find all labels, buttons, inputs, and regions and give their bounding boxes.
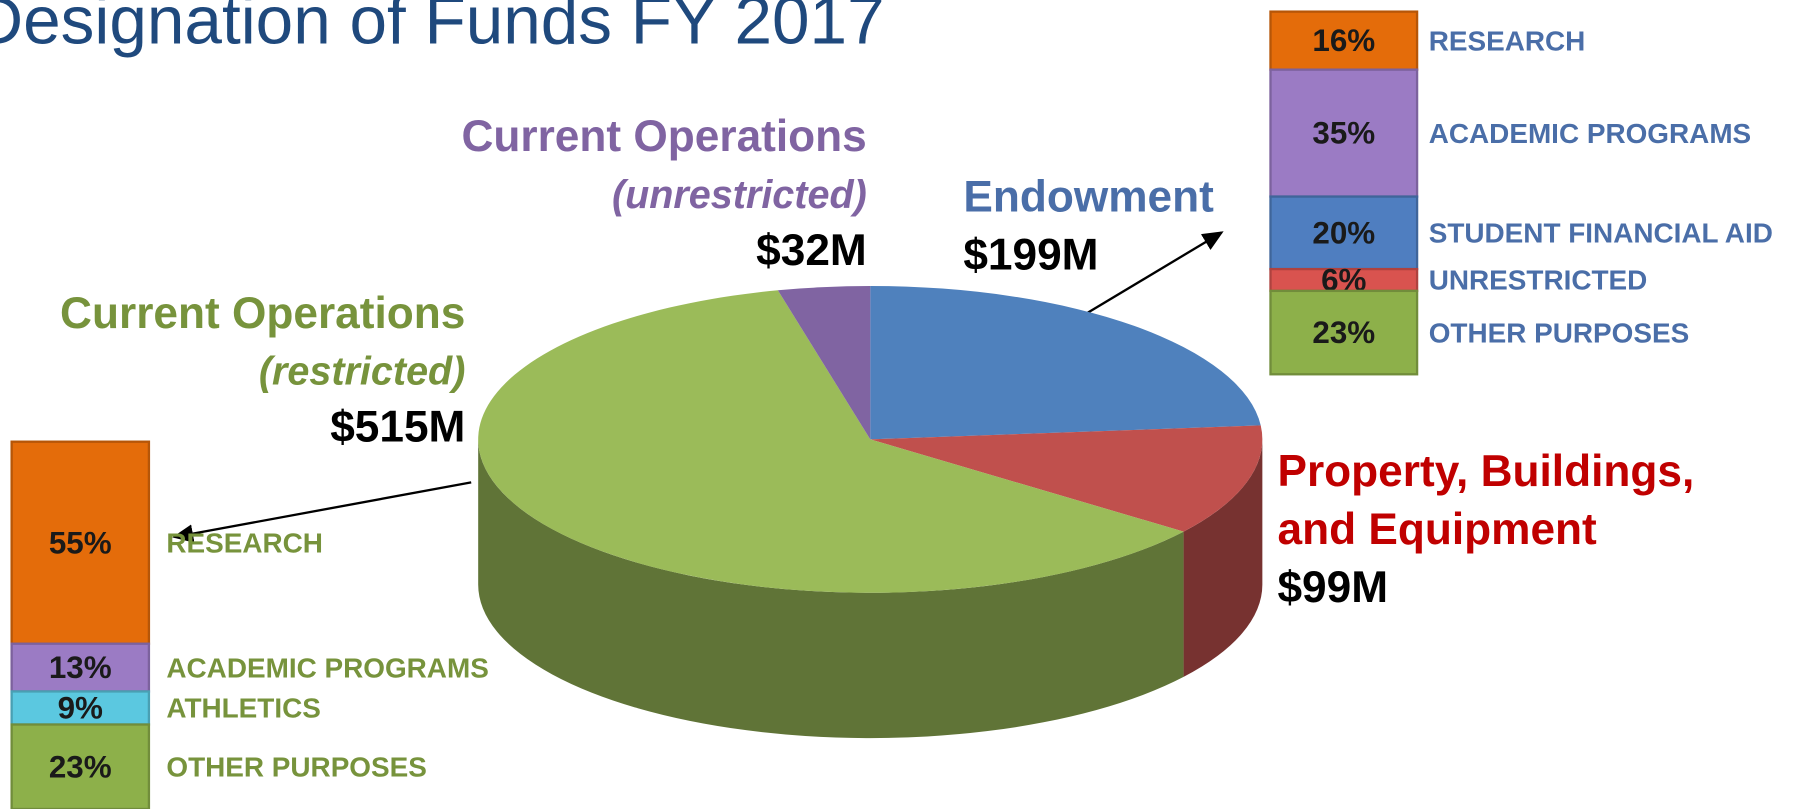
pie-value-label: $99M [1277,563,1388,612]
pie-slice-side [1183,439,1263,677]
pie-value-label: $32M [756,226,867,275]
segment-category-label: ACADEMIC PROGRAMS [166,652,488,683]
segment-value-label: 35% [1312,116,1375,151]
pie-label: Endowment [963,173,1214,222]
segment-category-label: RESEARCH [1429,25,1586,56]
bar-segment [10,723,151,809]
bar-segment [1269,289,1419,376]
bar-segment [1269,195,1419,271]
pie-label-box: Property, Buildings, and Equipment [1277,447,1695,555]
pie-label: Property, Buildings, and Equipment [1277,447,1695,555]
arrow [172,481,472,543]
segment-category-label: ATHLETICS [166,693,320,724]
segment-category-label: STUDENT FINANCIAL AID [1429,218,1773,249]
slide-title: Designation of Funds FY 2017 [0,0,885,58]
pie-value-label: $515M [330,403,465,452]
segment-value-label: 13% [49,650,112,685]
pie-value-label: $199M [963,231,1098,280]
segment-category-label: UNRESTRICTED [1429,265,1648,296]
pie-label-note: (restricted) [259,350,466,394]
arrow [1081,231,1224,318]
segment-category-label: OTHER PURPOSES [166,751,426,782]
pie-label: Current Operations [60,289,465,338]
pie-slice-side [478,439,1184,739]
bar-segment [1269,68,1419,198]
segment-value-label: 23% [1312,315,1375,350]
segment-value-label: 55% [49,525,112,560]
pie-label: Current Operations [461,112,866,161]
pie-slice [478,290,1184,593]
segment-category-label: ACADEMIC PROGRAMS [1429,118,1751,149]
segment-category-label: RESEARCH [166,527,323,558]
pie-slice [777,285,871,440]
pie-slice [870,285,1261,440]
bar-segment [10,440,151,645]
segment-value-label: 20% [1312,215,1375,250]
bar-segment [10,690,151,726]
segment-value-label: 9% [58,691,103,726]
segment-value-label: 23% [49,749,112,784]
segment-category-label: OTHER PURPOSES [1429,317,1689,348]
segment-value-label: 16% [1312,23,1375,58]
pie-label-note: (unrestricted) [612,173,867,217]
pie-slice [870,425,1263,532]
